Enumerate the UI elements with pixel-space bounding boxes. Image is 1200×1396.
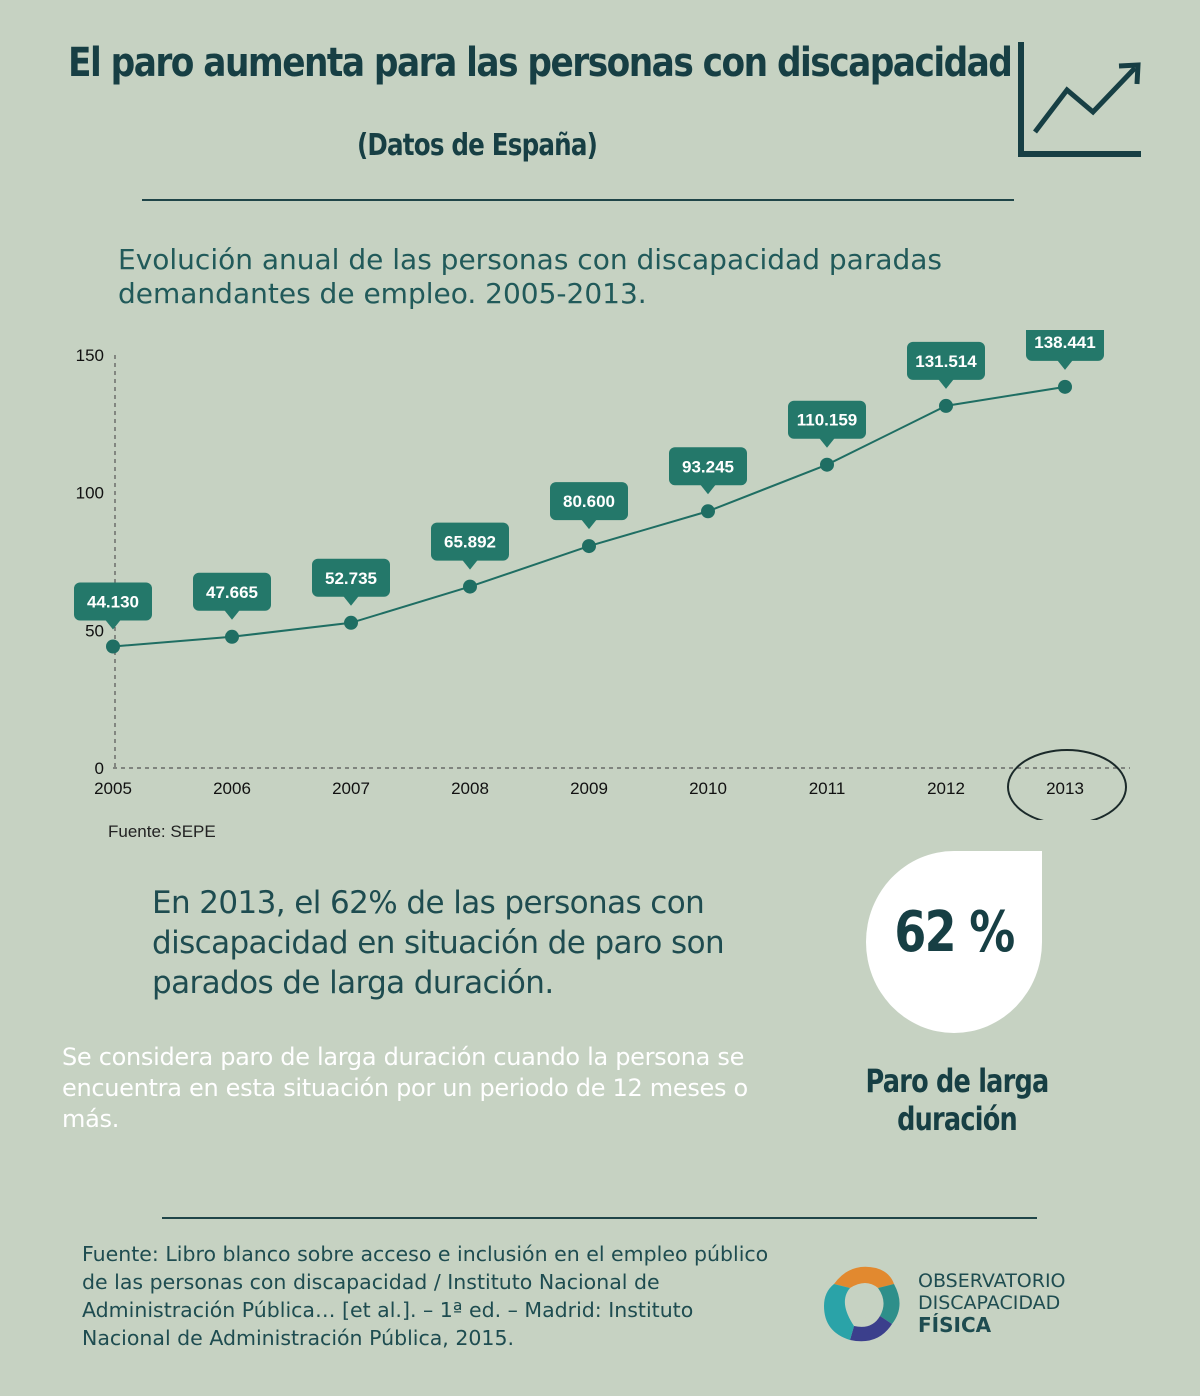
data-point: [463, 579, 477, 594]
data-label: 52.735: [325, 569, 377, 588]
percentage-badge: [866, 851, 1042, 1033]
data-label-box: [1026, 330, 1104, 361]
trend-up-icon: [1018, 42, 1141, 157]
x-tick-label: 2006: [213, 779, 251, 798]
data-label: 80.600: [563, 492, 615, 511]
x-tick-label: 2009: [570, 779, 608, 798]
line-chart: 0 50 100 150 2005 2006 2007 2008 2009 2010 2011 201…: [74, 330, 1130, 820]
x-tick-label: 2005: [94, 779, 132, 798]
data-point: [939, 398, 953, 413]
data-label: 93.245: [682, 457, 734, 476]
logo-line: DISCAPACIDAD: [918, 1292, 1061, 1314]
data-label-pointer: [819, 437, 835, 448]
chart-heading: Evolución anual de las personas con disc…: [118, 243, 943, 310]
divider: [142, 199, 1014, 201]
data-label-box: [312, 558, 390, 597]
page-title: El paro aumenta para las personas con di…: [68, 40, 1013, 86]
data-label: 110.159: [797, 411, 858, 430]
data-label: 65.892: [444, 533, 496, 552]
observatorio-logo-icon: [824, 1266, 900, 1342]
data-label-box: [907, 341, 985, 380]
data-label-pointer: [700, 484, 716, 495]
stat-text: En 2013, el 62% de las personas con disc…: [152, 885, 725, 1001]
page-subtitle: (Datos de España): [357, 128, 598, 163]
data-label-pointer: [224, 609, 240, 620]
x-tick-label: 2012: [927, 779, 965, 798]
data-label-box: [431, 522, 509, 561]
x-tick-label: 2010: [689, 779, 727, 798]
data-point: [344, 615, 358, 630]
x-tick-label: 2008: [451, 779, 489, 798]
data-label: 131.514: [915, 352, 977, 371]
data-label: 138.441: [1034, 333, 1095, 352]
y-tick-label: 100: [76, 484, 104, 503]
data-label-box: [788, 400, 866, 439]
badge-label: Paro de larga duración: [865, 1062, 1050, 1138]
logo-line: OBSERVATORIO: [918, 1270, 1066, 1292]
badge-value: 62 %: [894, 900, 1015, 965]
data-label-box: [193, 572, 271, 611]
definition-text: Se considera paro de larga duración cuan…: [62, 1043, 748, 1133]
y-tick-label: 0: [95, 759, 104, 778]
data-point: [225, 629, 239, 644]
data-label-pointer: [581, 519, 597, 530]
y-tick-label: 50: [85, 621, 104, 640]
data-label: 47.665: [206, 583, 258, 602]
logo-text: OBSERVATORIO DISCAPACIDAD FÍSICA: [918, 1270, 1066, 1336]
data-label-pointer: [105, 619, 121, 630]
data-point: [1058, 379, 1072, 394]
data-label-pointer: [343, 595, 359, 606]
y-tick-label: 150: [76, 346, 104, 365]
data-label-pointer: [938, 378, 954, 389]
data-point: [106, 639, 120, 654]
data-label-box: [669, 447, 747, 486]
x-tick-label: 2007: [332, 779, 370, 798]
data-label-pointer: [1057, 359, 1073, 370]
data-point: [701, 504, 715, 519]
citation-text: Fuente: Libro blanco sobre acceso e incl…: [82, 1242, 769, 1350]
highlight-ellipse: [1007, 749, 1127, 820]
x-tick-label: 2011: [809, 779, 846, 798]
data-label: 44.130: [87, 592, 139, 611]
data-label-box: [74, 582, 152, 621]
chart-source: Fuente: SEPE: [108, 822, 216, 841]
data-label-box: [550, 482, 628, 521]
data-label-pointer: [462, 559, 478, 570]
logo-line: FÍSICA: [918, 1313, 992, 1337]
x-tick-label: 2013: [1046, 779, 1084, 798]
data-point: [820, 457, 834, 472]
data-point: [582, 539, 596, 554]
divider: [162, 1217, 1037, 1219]
